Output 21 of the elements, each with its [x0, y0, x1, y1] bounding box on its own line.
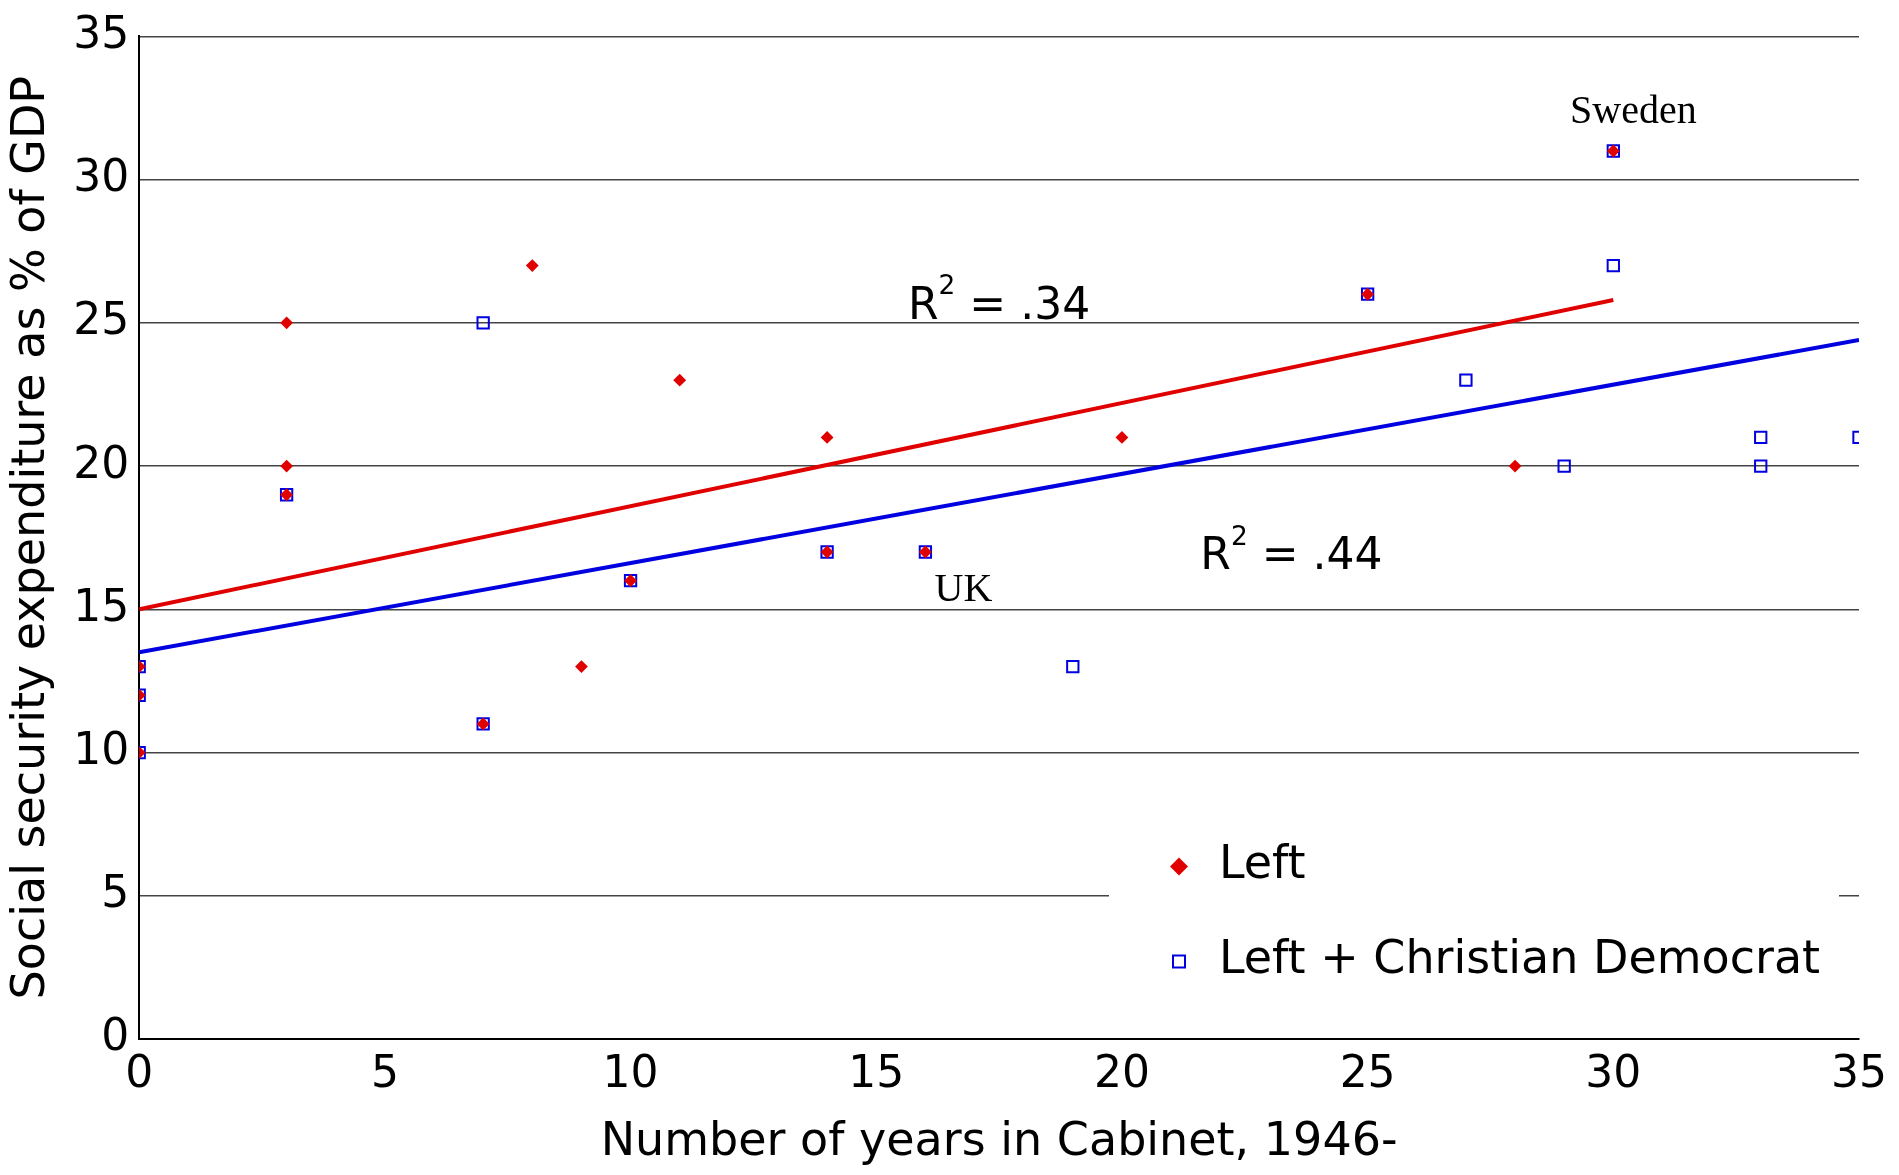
x-tick-label: 25 [1339, 1045, 1396, 1097]
y-tick-label: 5 [101, 866, 130, 918]
x-tick-label: 10 [602, 1045, 659, 1097]
y-tick-label: 30 [73, 150, 130, 202]
x-tick-label: 30 [1585, 1045, 1642, 1097]
y-tick-label: 15 [73, 579, 130, 631]
x-tick-label: 35 [1831, 1045, 1887, 1097]
y-tick-label: 35 [73, 6, 130, 58]
x-tick-label: 20 [1093, 1045, 1150, 1097]
y-tick-label: 10 [73, 722, 130, 774]
y-tick-label: 25 [73, 293, 130, 345]
annotation: UK [934, 564, 993, 610]
legend-label: Left [1219, 835, 1306, 890]
x-tick-label: 5 [370, 1045, 399, 1097]
legend-label: Left + Christian Democrat [1219, 930, 1821, 985]
y-tick-label: 0 [101, 1009, 130, 1061]
y-axis-title: Social security expenditure as % of GDP [0, 75, 55, 1000]
annotation: Sweden [1569, 87, 1697, 133]
x-tick-label: 15 [848, 1045, 905, 1097]
y-tick-label: 20 [73, 436, 130, 488]
x-axis-title: Number of years in Cabinet, 1946- [600, 1112, 1398, 1167]
